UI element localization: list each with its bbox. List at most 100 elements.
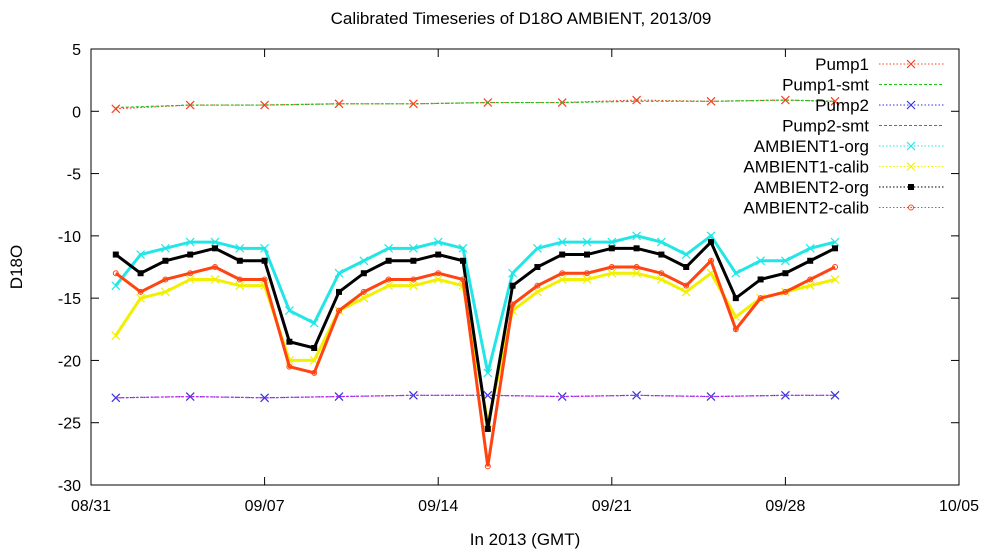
legend-marker-pump1 [906, 59, 916, 69]
data-point-ambient2-calib [137, 288, 144, 295]
data-point-ambient2-org [410, 257, 417, 264]
data-point-ambient1-org [607, 237, 617, 247]
data-point-ambient2-calib [162, 276, 169, 283]
data-point-pump1 [260, 100, 270, 110]
y-tick-label: 5 [72, 42, 81, 59]
data-point-ambient1-org [508, 268, 518, 278]
plot-area [90, 48, 960, 486]
data-point-ambient1-org [185, 237, 195, 247]
data-point-ambient1-calib [408, 281, 418, 291]
x-tick-label: 09/14 [418, 498, 458, 515]
data-point-ambient2-calib [336, 307, 342, 314]
data-point-ambient1-calib [805, 281, 815, 291]
data-point-ambient2-calib [212, 264, 218, 270]
legend-label-ambient2-org: AMBIENT2-org [754, 178, 869, 197]
legend-label-ambient2-calib: AMBIENT2-calib [743, 199, 869, 218]
data-point-ambient1-org [656, 237, 666, 247]
x-tick-label: 09/28 [765, 498, 805, 515]
data-point-ambient2-org [112, 251, 119, 258]
data-point-ambient2-calib [658, 270, 665, 277]
data-point-ambient2-org [137, 270, 144, 277]
data-point-ambient2-org [559, 251, 566, 258]
data-point-pump2 [334, 392, 344, 401]
series-line-ambient2-calib [114, 258, 836, 467]
y-tick-label: -30 [58, 478, 81, 495]
data-point-ambient2-org [683, 264, 690, 270]
x-axis: 08/31 09/07 09/14 09/21 09/28 10/05 [71, 49, 979, 515]
data-point-ambient1-calib [607, 268, 617, 278]
data-point-ambient2-org [782, 270, 789, 277]
data-point-ambient1-org [681, 250, 691, 259]
data-point-ambient2-org [162, 257, 169, 264]
legend-label-pump2: Pump2 [815, 96, 869, 115]
data-point-pump1 [830, 96, 840, 106]
data-point-ambient2-calib [261, 276, 268, 283]
data-point-ambient1-org [557, 237, 567, 247]
data-point-ambient1-org [756, 256, 766, 266]
data-point-ambient2-org [212, 245, 218, 252]
data-point-ambient2-org [608, 245, 615, 252]
data-point-ambient1-org [408, 243, 418, 253]
plot-frame [90, 48, 960, 486]
data-point-ambient2-org [460, 257, 466, 264]
legend-label-pump2-smt: Pump2-smt [782, 117, 869, 136]
chart-title: Calibrated Timeseries of D18O AMBIENT, 2… [331, 9, 712, 28]
series-pump1 [111, 95, 840, 114]
data-point-ambient2-org [584, 251, 590, 258]
data-point-pump1 [334, 99, 344, 109]
data-point-ambient2-calib [832, 264, 838, 270]
x-tick-label: 08/31 [71, 498, 111, 515]
data-point-ambient1-calib [136, 293, 146, 303]
data-point-ambient2-calib [683, 282, 690, 289]
data-point-pump2 [780, 390, 790, 400]
data-point-ambient1-org [731, 268, 741, 278]
data-point-ambient1-calib [681, 287, 691, 297]
data-point-ambient1-calib [384, 281, 394, 291]
legend-marker-ambient2-calib [908, 204, 914, 211]
y-tick-label: -20 [58, 353, 81, 370]
data-point-ambient2-org [385, 257, 392, 264]
data-point-ambient2-calib [460, 276, 466, 283]
data-point-ambient1-calib [830, 275, 840, 284]
data-point-ambient2-org [484, 425, 491, 432]
legend-marker-ambient1-calib [906, 162, 916, 171]
legend-label-ambient1-calib: AMBIENT1-calib [743, 158, 869, 177]
legend-marker-ambient2-org [908, 184, 914, 190]
data-point-ambient1-org [458, 243, 468, 253]
data-point-ambient1-org [780, 256, 790, 266]
legend-label-pump1-smt: Pump1-smt [782, 76, 869, 95]
data-point-ambient1-org [582, 237, 592, 247]
data-point-ambient1-calib [111, 331, 121, 340]
data-point-ambient1-org [284, 306, 294, 316]
data-point-ambient1-org [532, 243, 542, 253]
series-line-pump2-smt [115, 394, 835, 399]
series-line-pump1-smt [115, 99, 836, 109]
y-tick-label: 0 [72, 104, 81, 121]
data-point-ambient1-calib [656, 275, 666, 284]
data-point-ambient2-calib [360, 288, 367, 295]
data-point-ambient2-calib [708, 257, 714, 264]
data-point-ambient2-calib [509, 301, 516, 308]
x-axis-label: In 2013 (GMT) [470, 530, 581, 549]
data-point-pump2 [185, 392, 195, 401]
data-point-ambient2-org [534, 264, 541, 270]
data-point-ambient1-org [830, 237, 840, 247]
data-point-ambient1-org [384, 243, 394, 253]
data-point-ambient1-calib [433, 275, 443, 284]
legend-marker-ambient1-org [906, 141, 916, 151]
data-point-ambient2-org [658, 251, 665, 258]
series-pump2-smt [115, 394, 835, 399]
series-pump1-smt [115, 99, 836, 109]
x-tick-label: 10/05 [939, 498, 979, 515]
data-point-ambient2-org [757, 276, 764, 283]
data-point-ambient1-org [210, 237, 220, 247]
data-point-ambient2-calib [410, 276, 417, 283]
data-point-ambient1-org [334, 268, 344, 278]
data-point-ambient2-org [360, 270, 367, 277]
data-point-ambient1-org [309, 318, 319, 328]
data-point-ambient1-calib [160, 287, 170, 297]
data-point-ambient2-calib [584, 270, 590, 277]
data-point-ambient2-calib [286, 363, 293, 370]
data-point-ambient2-calib [311, 369, 318, 376]
